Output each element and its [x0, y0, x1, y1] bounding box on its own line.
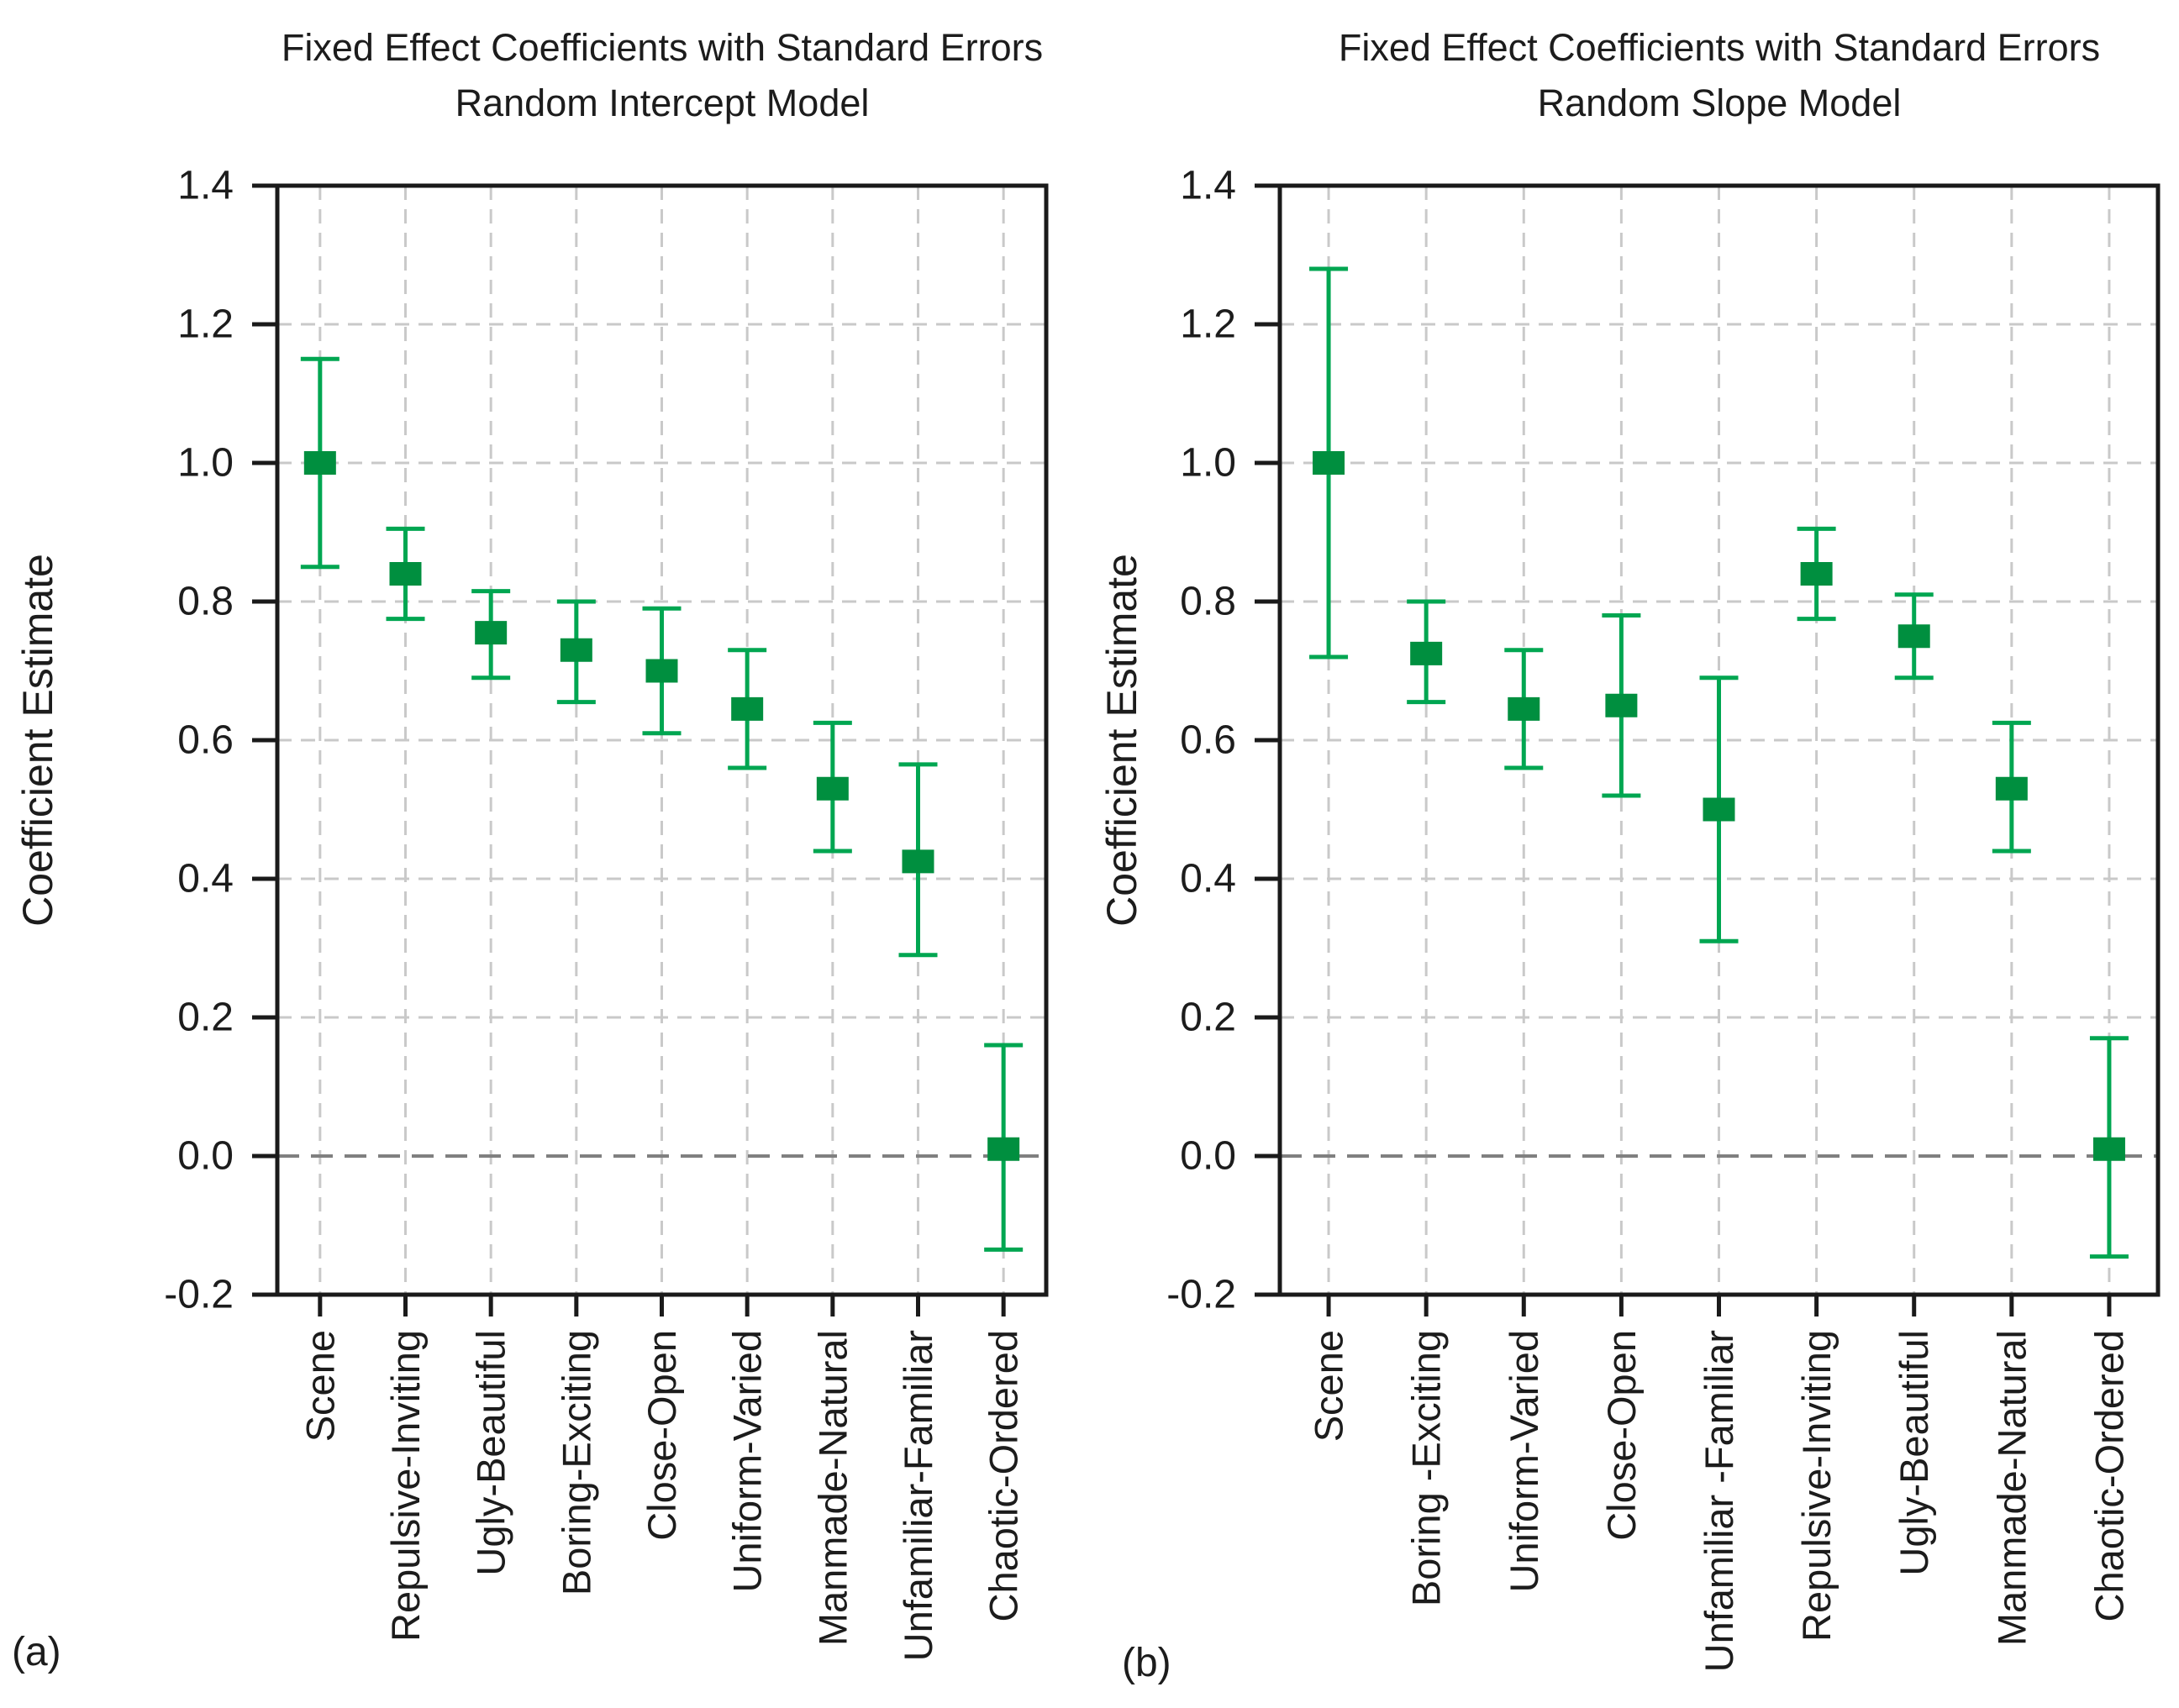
x-category-label: Unfamiliar-Familiar: [896, 1330, 940, 1661]
error-bar-point: [1797, 526, 1836, 622]
error-bar-point: [1894, 592, 1934, 681]
x-category-label: Manmade-Natural: [1989, 1330, 2034, 1646]
coefficient-marker: [816, 776, 849, 801]
y-tick-label: 0.2: [177, 996, 234, 1040]
coefficient-marker: [731, 696, 764, 721]
error-bar-point: [728, 648, 767, 770]
panel-a-title-line1: Fixed Effect Coefficients with Standard …: [282, 26, 1043, 69]
x-category-label: Ugly-Beautiful: [469, 1330, 513, 1576]
error-bar-point: [386, 526, 425, 622]
coefficient-marker: [560, 638, 592, 662]
x-category-label: Repulsive-Inviting: [383, 1330, 428, 1642]
y-tick-label: 0.6: [1180, 718, 1236, 763]
error-bar-point: [1504, 648, 1544, 770]
error-bar-point: [898, 762, 938, 958]
y-tick-label: 0.0: [177, 1134, 234, 1179]
x-category-label: Boring-Exciting: [554, 1330, 598, 1595]
coefficient-marker: [475, 621, 508, 645]
error-bar-point: [2089, 1036, 2129, 1259]
y-tick-label: 0.8: [177, 580, 234, 624]
x-category-label: Manmade-Natural: [810, 1330, 855, 1646]
error-bar-point: [642, 606, 682, 736]
coefficient-marker: [902, 849, 934, 874]
error-bar-point: [1309, 266, 1349, 660]
coefficient-marker: [987, 1137, 1020, 1161]
y-tick-label: 0.6: [177, 718, 234, 763]
error-bar-point: [813, 720, 852, 854]
y-tick-label: 0.4: [1180, 857, 1236, 901]
coefficient-marker: [1313, 451, 1345, 475]
x-category-label: Ugly-Beautiful: [1892, 1330, 1936, 1576]
x-category-label: Uniform-Varied: [725, 1330, 770, 1593]
x-category-label: Scene: [1307, 1330, 1351, 1442]
error-bar-point: [556, 599, 596, 705]
coefficient-marker: [303, 451, 336, 475]
x-category-label: Uniform-Varied: [1502, 1330, 1546, 1593]
error-bar-point: [300, 356, 339, 570]
panel-b-title-line2: Random Slope Model: [1538, 81, 1902, 124]
y-tick-label: 0.8: [1180, 580, 1236, 624]
coefficient-marker: [645, 659, 678, 683]
y-tick-label: -0.2: [1166, 1273, 1236, 1317]
y-tick-label: 1.0: [1180, 441, 1236, 486]
y-tick-label: 1.2: [177, 302, 234, 347]
coefficient-marker: [1800, 562, 1833, 586]
panel-b-corner-label: (b): [1122, 1641, 1171, 1685]
x-category-label: Close-Open: [1599, 1330, 1644, 1541]
panel-a-corner-label: (a): [12, 1630, 61, 1674]
panel-a-plot-area: 1.4 1.2 1.0 0.8 0.6 0.4 0.2 0.0 -0.2 Scene Repulsi…: [164, 164, 1049, 1661]
error-bar-point: [984, 1043, 1024, 1252]
x-category-label: Chaotic-Ordered: [2087, 1330, 2131, 1621]
coefficient-marker: [1995, 776, 2028, 801]
coefficient-marker: [2092, 1137, 2125, 1161]
plot-frame: [1277, 183, 2161, 1297]
error-bar-point: [1407, 599, 1446, 705]
panel-a-title-line2: Random Intercept Model: [455, 81, 870, 124]
x-category-label: Scene: [297, 1330, 342, 1442]
error-bar-point: [1699, 675, 1739, 943]
y-tick-label: 1.0: [177, 441, 234, 486]
x-category-label: Chaotic-Ordered: [982, 1330, 1026, 1621]
y-tick-label: -0.2: [164, 1273, 234, 1317]
x-category-label: Close-Open: [639, 1330, 684, 1541]
y-tick-label: 0.0: [1180, 1134, 1236, 1179]
coefficient-marker: [1508, 696, 1540, 721]
x-category-label: Unfamiliar -Familiar: [1697, 1330, 1741, 1672]
coefficient-marker: [1897, 624, 1930, 649]
error-bar-point: [1992, 720, 2031, 854]
coefficient-marker: [389, 562, 422, 586]
panel-a: Fixed Effect Coefficients with Standard …: [12, 26, 1049, 1674]
panel-b: Fixed Effect Coefficients with Standard …: [1098, 26, 2161, 1685]
y-tick-label: 0.4: [177, 857, 234, 901]
y-tick-label: 1.4: [1180, 164, 1236, 208]
coefficient-marker: [1703, 797, 1735, 822]
x-category-label: Repulsive-Inviting: [1794, 1330, 1839, 1642]
coefficient-marker: [1605, 693, 1638, 717]
panel-b-plot-area: 1.4 1.2 1.0 0.8 0.6 0.4 0.2 0.0 -0.2 Scene Boring …: [1166, 164, 2161, 1672]
plot-frame: [275, 183, 1049, 1297]
coefficient-marker: [1410, 641, 1443, 665]
y-tick-label: 1.2: [1180, 302, 1236, 347]
y-tick-label: 0.2: [1180, 996, 1236, 1040]
y-tick-label: 1.4: [177, 164, 234, 208]
x-category-label: Boring -Exciting: [1404, 1330, 1449, 1606]
panel-b-title-line1: Fixed Effect Coefficients with Standard …: [1339, 26, 2100, 69]
error-bar-point: [1602, 613, 1641, 798]
error-bar-point: [471, 589, 511, 681]
panel-a-y-axis-title: Coefficient Estimate: [14, 554, 61, 927]
panel-b-y-axis-title: Coefficient Estimate: [1098, 554, 1145, 927]
